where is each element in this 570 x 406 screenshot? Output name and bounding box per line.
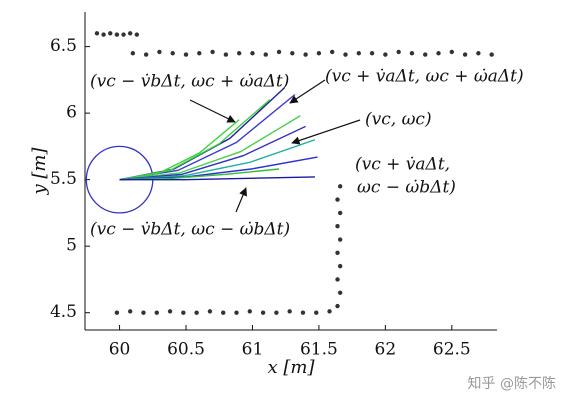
obstacle-point xyxy=(316,51,322,56)
y-tick-label: 6 xyxy=(66,103,77,123)
x-tick-label: 61 xyxy=(242,340,264,360)
obstacle-point xyxy=(101,32,106,37)
x-tick-label: 60 xyxy=(109,340,131,360)
trajectory xyxy=(119,99,271,181)
obstacle-point xyxy=(337,290,343,295)
obstacle-point xyxy=(343,52,348,57)
obstacle-point xyxy=(337,237,343,242)
x-tick-label: 62 xyxy=(375,340,397,360)
trajectory xyxy=(119,176,315,181)
obstacle-point xyxy=(337,210,343,216)
obstacle-point xyxy=(127,309,133,314)
y-tick-label: 4.5 xyxy=(50,302,77,322)
obstacle-point xyxy=(130,51,136,56)
obstacle-point xyxy=(335,303,340,309)
obstacle-point xyxy=(423,52,428,57)
annotation: (vc − v̇bΔt, ωc + ω̇aΔt) xyxy=(90,72,289,92)
obstacle-point xyxy=(335,277,340,282)
obstacle-point xyxy=(476,51,481,56)
obstacle-point xyxy=(114,32,120,37)
obstacle-point xyxy=(134,32,140,37)
arrow xyxy=(189,99,236,123)
annotation: ωc − ω̇bΔt) xyxy=(357,178,456,198)
obstacle-point xyxy=(181,310,186,315)
obstacle-point xyxy=(250,51,255,56)
obstacle-point xyxy=(127,31,133,36)
x-tick-label: 60.5 xyxy=(167,340,205,360)
obstacle-point xyxy=(337,263,343,269)
obstacle-point xyxy=(167,309,173,314)
y-tick-label: 5.5 xyxy=(50,169,77,189)
obstacle-point xyxy=(335,224,340,229)
arrow xyxy=(291,119,361,145)
obstacle-point xyxy=(396,49,401,55)
obstacle-point xyxy=(194,310,199,315)
obstacle-point xyxy=(327,309,332,314)
obstacle-point xyxy=(335,250,340,256)
obstacle-point xyxy=(121,32,126,37)
obstacle-point xyxy=(369,51,375,56)
obstacle-point xyxy=(276,49,282,55)
obstacle-point xyxy=(234,310,239,315)
obstacle-point xyxy=(436,51,441,56)
x-axis-label: x [m] xyxy=(268,357,316,378)
obstacle-point xyxy=(157,49,162,55)
obstacle-point xyxy=(462,52,468,57)
obstacle-point xyxy=(247,309,252,314)
obstacle-point xyxy=(94,31,100,36)
obstacle-point xyxy=(223,52,229,57)
obstacle-point xyxy=(290,51,295,56)
obstacle-point xyxy=(409,51,415,56)
obstacle-point xyxy=(314,310,319,315)
trajectory xyxy=(119,115,301,181)
obstacle-point xyxy=(263,52,268,57)
obstacle-point xyxy=(335,197,340,202)
annotation: (vc + v̇aΔt, xyxy=(355,155,450,175)
y-tick-label: 6.5 xyxy=(50,36,77,56)
obstacle-point xyxy=(300,310,306,315)
obstacle-point xyxy=(221,310,226,315)
obstacle-point xyxy=(274,310,279,315)
obstacle-point xyxy=(383,52,388,57)
watermark: 知乎 @陈不陈 xyxy=(468,375,556,392)
obstacle-point xyxy=(154,310,159,315)
obstacle-point xyxy=(114,310,120,315)
arrow xyxy=(235,187,247,213)
obstacle-point xyxy=(260,310,266,315)
annotation: (vc + v̇aΔt, ωc + ω̇aΔt) xyxy=(325,67,524,87)
obstacle-point xyxy=(330,49,335,55)
obstacle-point xyxy=(287,309,292,314)
obstacle-point xyxy=(108,31,113,36)
annotation: (vc − v̇bΔt, ωc − ω̇bΔt) xyxy=(90,220,290,240)
y-axis-label: y [m] xyxy=(29,147,50,196)
annotation: (vc, ωc) xyxy=(365,110,432,130)
obstacle-point xyxy=(337,184,343,189)
obstacle-point xyxy=(236,51,242,56)
x-tick-label: 62.5 xyxy=(433,340,471,360)
obstacle-point xyxy=(449,49,455,55)
arrow xyxy=(289,79,326,104)
obstacle-point xyxy=(197,51,202,56)
trajectory xyxy=(119,87,285,181)
obstacle-point xyxy=(489,52,494,57)
obstacle-point xyxy=(170,51,175,56)
obstacle-point xyxy=(210,49,215,55)
obstacle-point xyxy=(141,310,146,315)
obstacle-point xyxy=(303,52,308,57)
y-tick-label: 5 xyxy=(66,236,77,256)
obstacle-point xyxy=(183,52,189,57)
obstacle-point xyxy=(143,52,149,57)
obstacle-point xyxy=(207,309,213,314)
trajectory xyxy=(119,125,306,181)
x-tick-label: 61.5 xyxy=(300,340,338,360)
obstacle-point xyxy=(356,51,361,56)
